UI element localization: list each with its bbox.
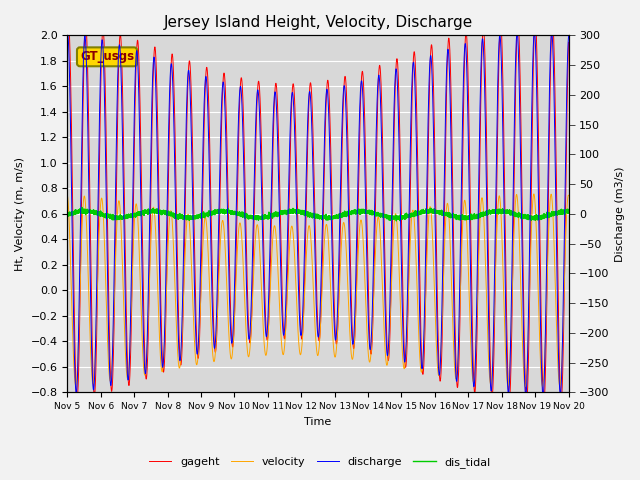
discharge (63, 31, 71, 36)
dis_tidal (234, 211, 241, 217)
discharge (531, 29, 538, 35)
gageht (444, 46, 452, 52)
Y-axis label: Discharge (m3/s): Discharge (m3/s) (615, 166, 625, 262)
gageht (301, 278, 308, 284)
discharge (301, 244, 308, 250)
Line: dis_tidal: dis_tidal (67, 207, 568, 221)
velocity (530, 191, 538, 197)
gageht (234, 176, 241, 181)
gageht (531, 17, 539, 23)
velocity (63, 192, 71, 198)
discharge (430, 139, 438, 144)
velocity (544, 261, 552, 267)
dis_tidal (538, 216, 545, 221)
discharge (444, 47, 452, 52)
gageht (430, 92, 438, 97)
discharge (540, 393, 547, 399)
Line: gageht: gageht (67, 20, 568, 402)
Y-axis label: Ht, Velocity (m, m/s): Ht, Velocity (m, m/s) (15, 157, 25, 271)
velocity (430, 265, 438, 271)
gageht (540, 399, 548, 405)
dis_tidal (430, 207, 438, 213)
dis_tidal (63, 211, 71, 217)
Legend: gageht, velocity, discharge, dis_tidal: gageht, velocity, discharge, dis_tidal (145, 452, 495, 472)
Text: GT_usgs: GT_usgs (80, 50, 134, 63)
dis_tidal (301, 210, 308, 216)
discharge (538, 358, 545, 364)
Line: velocity: velocity (67, 194, 568, 387)
Title: Jersey Island Height, Velocity, Discharge: Jersey Island Height, Velocity, Discharg… (163, 15, 472, 30)
dis_tidal (78, 204, 86, 210)
velocity (538, 375, 545, 381)
Line: discharge: discharge (67, 32, 568, 396)
dis_tidal (544, 213, 552, 218)
discharge (564, 34, 572, 39)
gageht (63, 32, 71, 37)
velocity (301, 292, 308, 298)
velocity (234, 241, 241, 247)
X-axis label: Time: Time (305, 417, 332, 427)
gageht (564, 39, 572, 45)
velocity (539, 384, 547, 390)
gageht (544, 251, 552, 256)
discharge (234, 144, 241, 150)
gageht (538, 323, 545, 329)
velocity (444, 202, 452, 207)
discharge (544, 197, 552, 203)
dis_tidal (392, 218, 400, 224)
dis_tidal (444, 211, 452, 217)
velocity (564, 192, 572, 198)
dis_tidal (564, 210, 572, 216)
